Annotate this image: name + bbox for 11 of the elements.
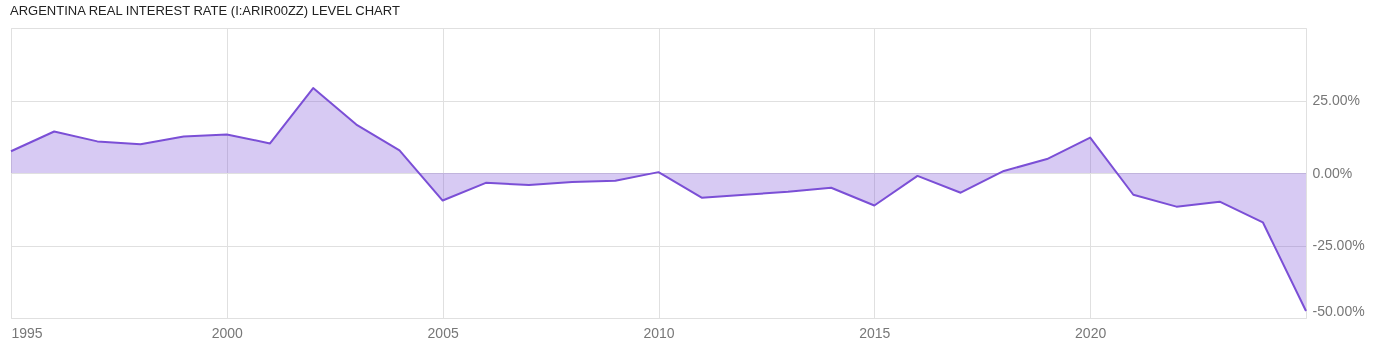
- y-tick-label: -50.00%: [1312, 302, 1365, 319]
- x-tick-label: 2020: [1075, 324, 1107, 341]
- chart-title: ARGENTINA REAL INTEREST RATE (I:ARIR00ZZ) LEVEL CHART: [10, 3, 400, 18]
- x-tick-label: 2010: [643, 324, 675, 341]
- y-tick-label: 25.00%: [1312, 92, 1360, 108]
- y-tick-label: -25.00%: [1312, 237, 1365, 253]
- x-tick-label: 2015: [859, 324, 891, 341]
- x-tick-label: 1995: [11, 324, 43, 341]
- x-tick-label: 2005: [427, 324, 459, 341]
- y-tick-label: 0.00%: [1312, 164, 1353, 181]
- x-tick-label: 2000: [211, 324, 244, 341]
